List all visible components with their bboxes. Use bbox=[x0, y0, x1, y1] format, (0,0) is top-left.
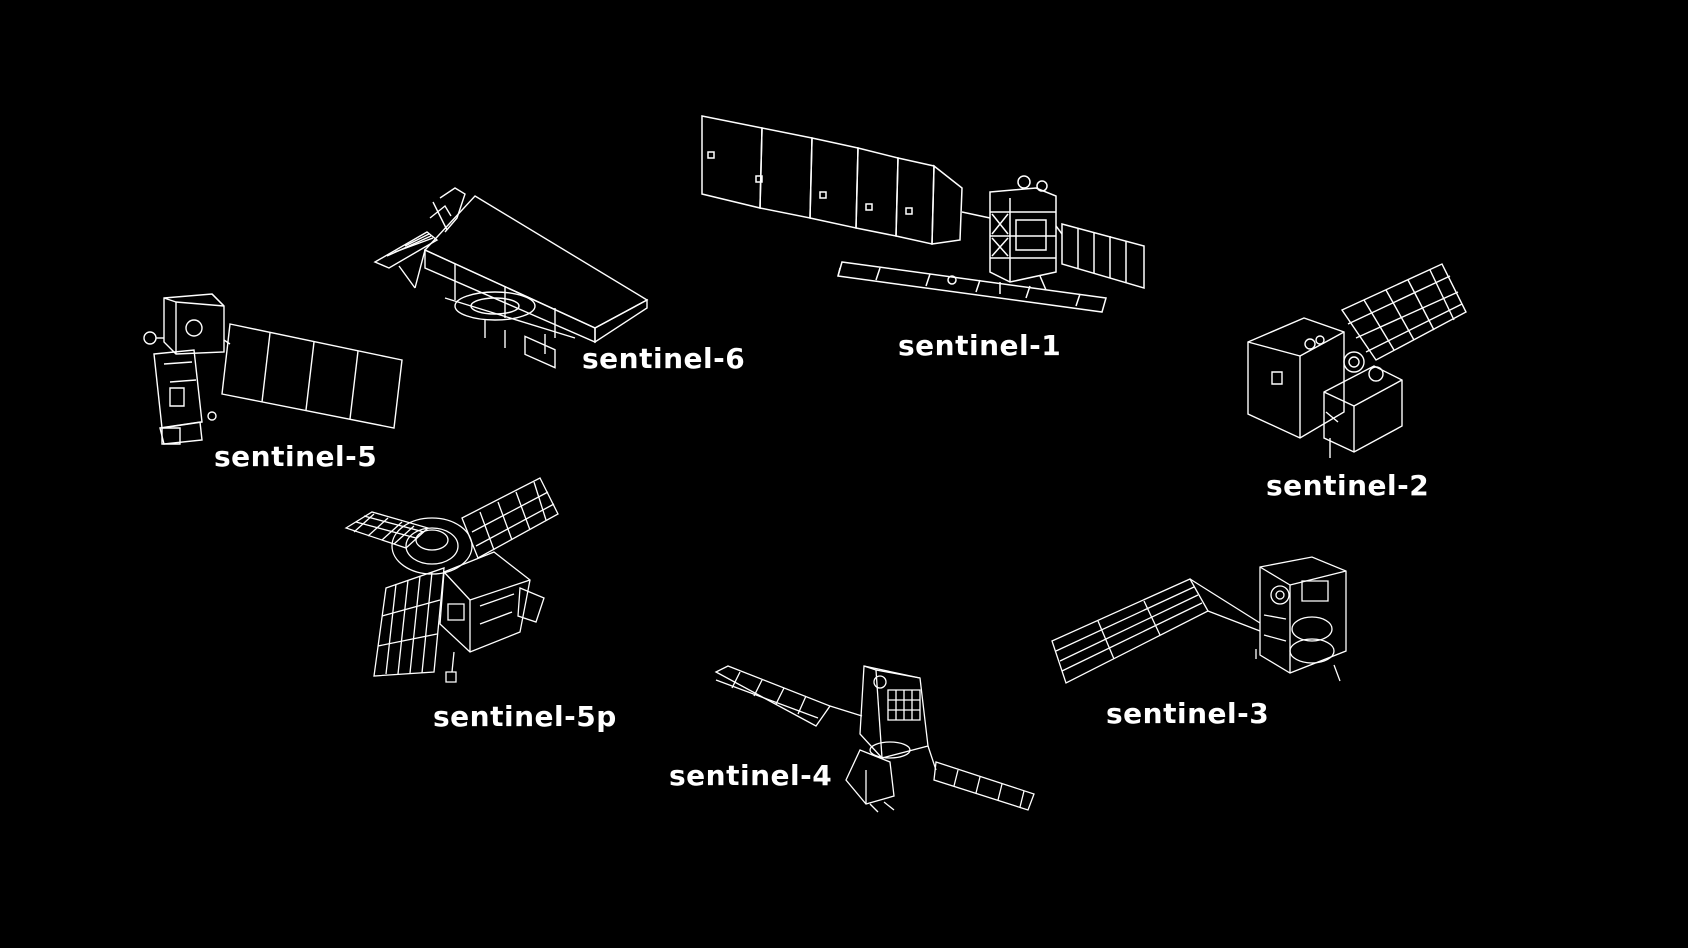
sentinel-1-satellite-icon bbox=[700, 112, 1160, 327]
sentinel-5-satellite-icon bbox=[140, 292, 412, 462]
sentinel-2-label: sentinel-2 bbox=[1266, 469, 1430, 502]
sentinel-2-satellite-icon bbox=[1244, 262, 1474, 462]
sentinel-1-label: sentinel-1 bbox=[898, 329, 1062, 362]
sentinel-6-satellite-icon bbox=[385, 188, 655, 358]
sentinel-4-satellite-icon bbox=[714, 662, 1044, 814]
sentinel-5p-satellite-icon bbox=[344, 476, 560, 686]
sentinel-5p-label: sentinel-5p bbox=[433, 700, 617, 733]
sentinel-4-label: sentinel-4 bbox=[669, 759, 833, 792]
sentinel-5-label: sentinel-5 bbox=[214, 440, 378, 473]
sentinel-6-label: sentinel-6 bbox=[582, 342, 746, 375]
sentinel-3-label: sentinel-3 bbox=[1106, 697, 1270, 730]
sentinel-3-satellite-icon bbox=[1050, 555, 1360, 695]
